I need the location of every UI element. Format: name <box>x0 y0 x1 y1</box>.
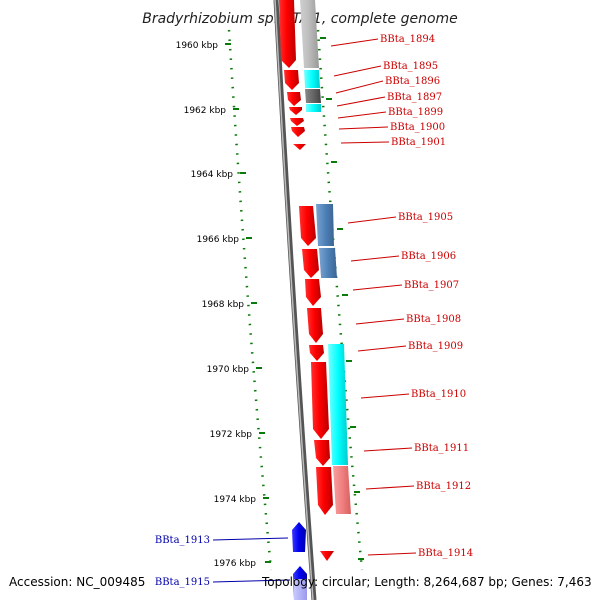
gene-arrow[interactable] <box>311 362 329 439</box>
gene-label-bbta-1905[interactable]: BBta_1905 <box>398 212 453 223</box>
gene-box[interactable] <box>304 70 320 88</box>
gene-label-bbta-1899[interactable]: BBta_1899 <box>388 107 443 118</box>
diagram-title: Bradyrhizobium sp. BTAi1, complete genom… <box>142 11 458 27</box>
gene-boxes-outer <box>300 0 351 514</box>
tick-label-1962: 1962 kbp <box>184 106 227 116</box>
gene-label-bbta-1907[interactable]: BBta_1907 <box>404 280 459 291</box>
tick-label-1968: 1968 kbp <box>202 300 245 310</box>
gene-box[interactable] <box>319 248 337 278</box>
genome-backbone-highlight <box>274 0 314 600</box>
tick-label-1966: 1966 kbp <box>197 235 240 245</box>
gene-label-bbta-1906[interactable]: BBta_1906 <box>401 251 456 262</box>
tick-label-1976: 1976 kbp <box>214 559 257 569</box>
gene-label-bbta-1897[interactable]: BBta_1897 <box>387 92 442 103</box>
genome-backbone <box>273 0 317 600</box>
gene-labels: BBta_1894 BBta_1895 BBta_1896 BBta_1897 … <box>155 34 473 588</box>
gene-arrow[interactable] <box>314 440 330 466</box>
gene-box[interactable] <box>306 104 321 112</box>
gene-arrow-shadow <box>294 579 307 600</box>
gene-label-bbta-1901[interactable]: BBta_1901 <box>391 137 446 148</box>
gene-box[interactable] <box>328 344 348 465</box>
gene-box[interactable] <box>316 204 334 246</box>
gene-label-bbta-1910[interactable]: BBta_1910 <box>411 389 466 400</box>
tick-label-1960: 1960 kbp <box>176 41 219 51</box>
gene-arrow[interactable] <box>279 0 296 68</box>
gene-arrow[interactable] <box>293 144 306 150</box>
gene-label-bbta-1913[interactable]: BBta_1913 <box>155 535 210 546</box>
scale-arc-right <box>316 29 364 571</box>
gene-arrows-reverse <box>292 522 307 600</box>
gene-arrow[interactable] <box>299 206 316 246</box>
gene-label-bbta-1911[interactable]: BBta_1911 <box>414 443 469 454</box>
gene-label-bbta-1894[interactable]: BBta_1894 <box>380 34 435 45</box>
gene-arrow[interactable] <box>290 118 304 126</box>
gene-arrow[interactable] <box>284 70 299 90</box>
gene-arrow[interactable] <box>287 92 301 106</box>
gene-label-bbta-1915[interactable]: BBta_1915 <box>155 577 210 588</box>
tick-label-1974: 1974 kbp <box>214 495 257 505</box>
gene-arrow[interactable] <box>292 522 306 552</box>
scale-tick-labels: 1960 kbp 1962 kbp 1964 kbp 1966 kbp 1968… <box>176 41 257 569</box>
gene-box[interactable] <box>305 89 321 103</box>
scale-arc <box>227 29 273 571</box>
gene-label-bbta-1909[interactable]: BBta_1909 <box>408 341 463 352</box>
gene-arrow[interactable] <box>289 107 302 115</box>
gene-label-bbta-1895[interactable]: BBta_1895 <box>383 61 438 72</box>
gene-arrow[interactable] <box>302 249 319 278</box>
gene-arrows-inner <box>279 0 334 561</box>
gene-arrow[interactable] <box>291 127 305 137</box>
gene-arrow[interactable] <box>309 345 324 361</box>
tick-label-1972: 1972 kbp <box>210 430 253 440</box>
tick-label-1970: 1970 kbp <box>207 365 250 375</box>
gene-label-bbta-1896[interactable]: BBta_1896 <box>385 76 440 87</box>
gene-arrow[interactable] <box>316 467 333 515</box>
gene-box[interactable] <box>333 466 351 514</box>
topology-text: Topology: circular; Length: 8,264,687 bp… <box>261 575 592 589</box>
scale-ticks <box>225 37 364 563</box>
gene-label-bbta-1914[interactable]: BBta_1914 <box>418 548 473 559</box>
accession-text: Accession: NC_009485 <box>9 575 145 589</box>
gene-arrow[interactable] <box>320 551 334 561</box>
gene-label-bbta-1908[interactable]: BBta_1908 <box>406 314 461 325</box>
gene-arrow[interactable] <box>305 279 321 306</box>
gene-box[interactable] <box>300 0 319 68</box>
gene-label-bbta-1912[interactable]: BBta_1912 <box>416 481 471 492</box>
gene-label-bbta-1900[interactable]: BBta_1900 <box>390 122 445 133</box>
tick-label-1964: 1964 kbp <box>191 170 234 180</box>
gene-arrow[interactable] <box>307 308 323 343</box>
label-leaders <box>212 38 417 583</box>
